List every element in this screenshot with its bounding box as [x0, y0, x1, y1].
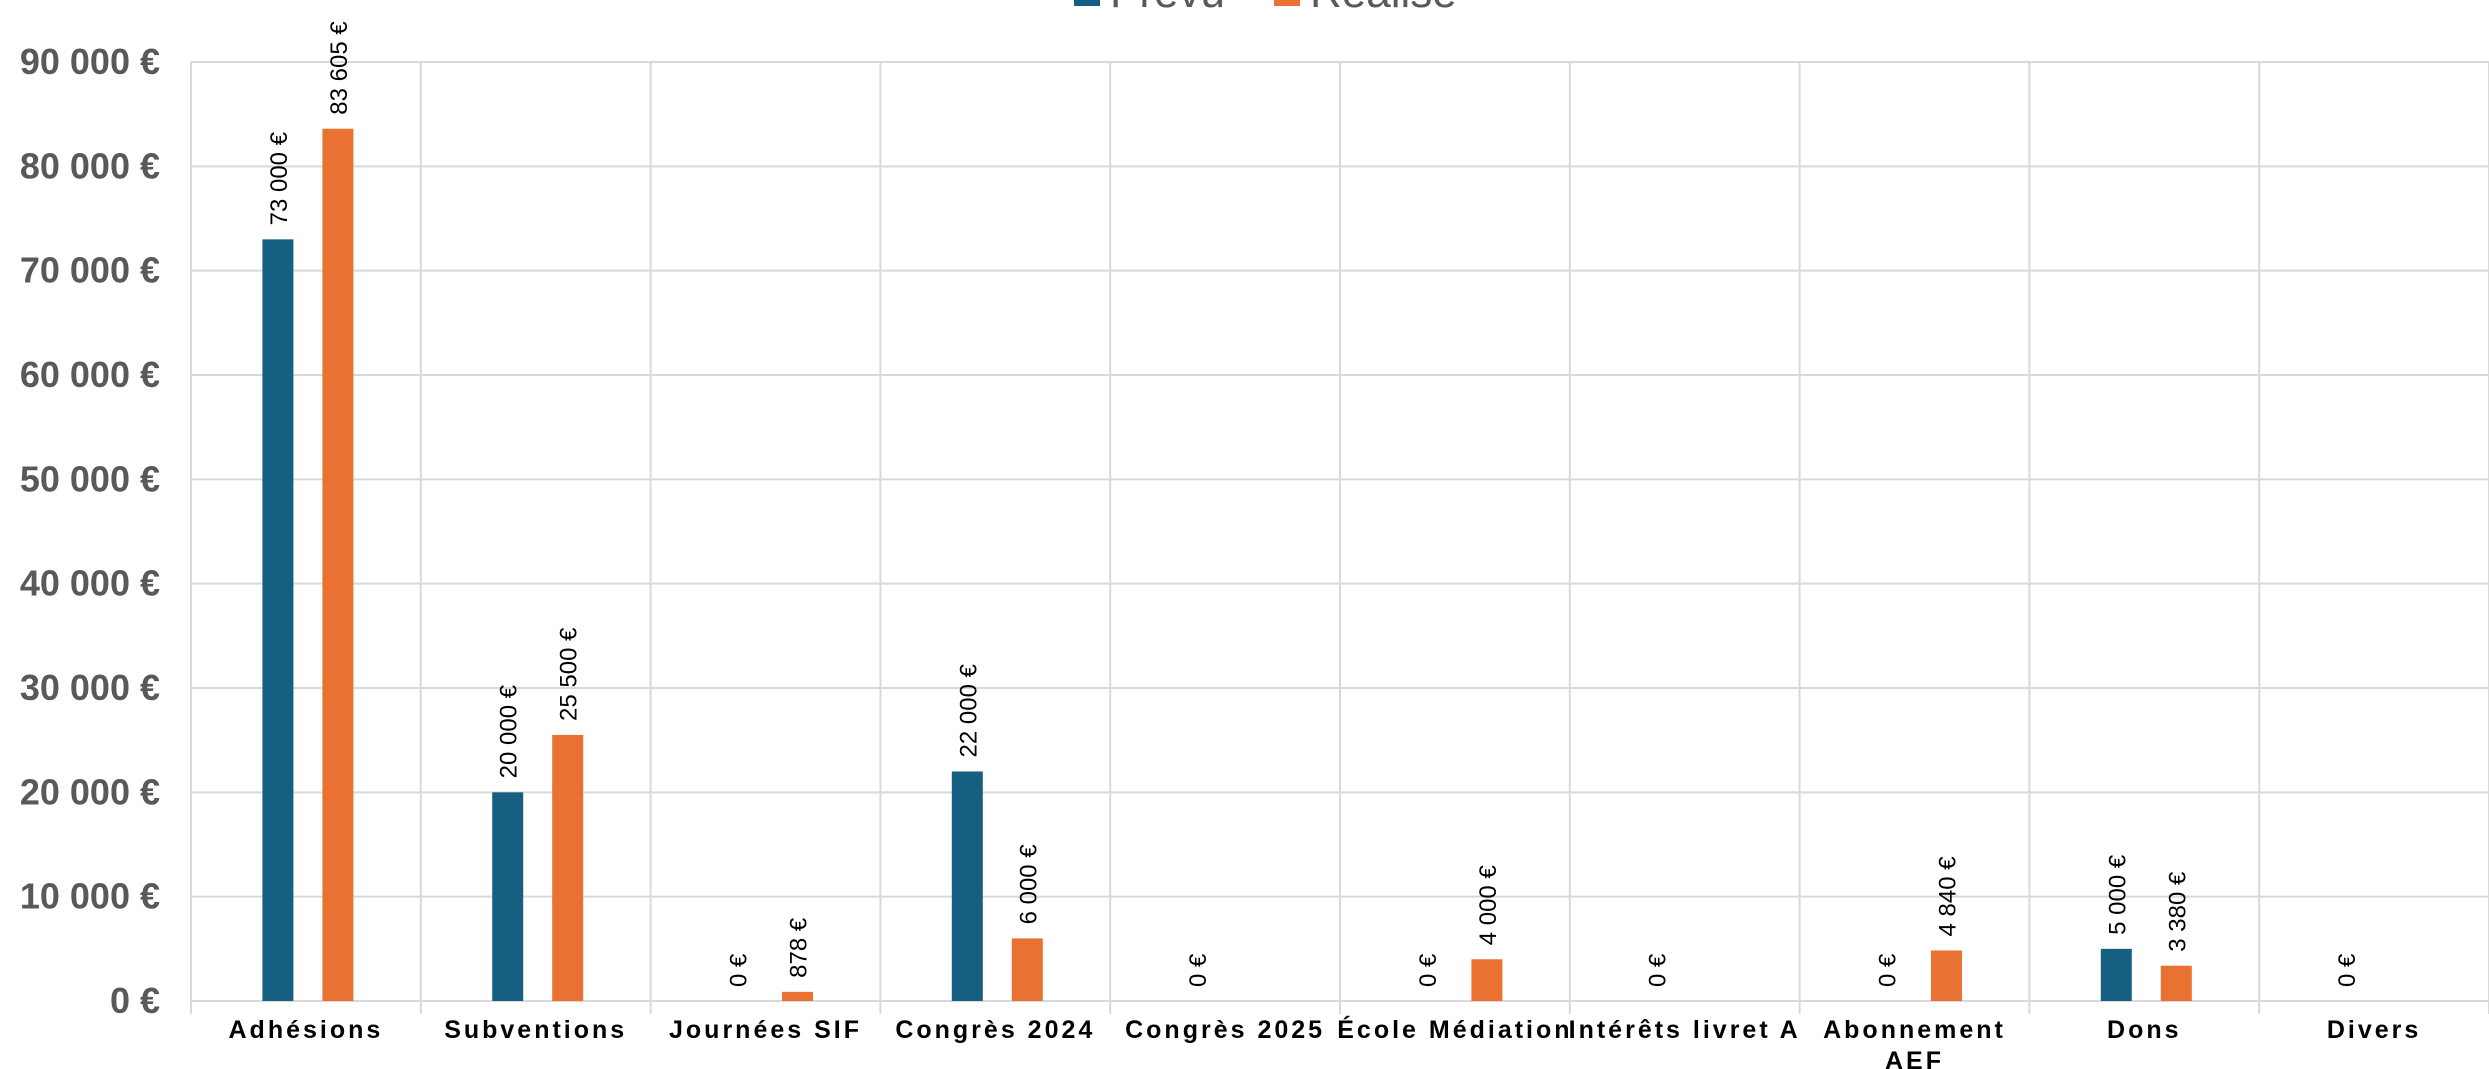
legend: Prévu Réalisé	[1074, 0, 1457, 17]
data-label: 5 000 €	[2104, 854, 2131, 935]
bar	[782, 991, 813, 1001]
data-label: 0 €	[1645, 953, 1672, 987]
data-label: 6 000 €	[1015, 844, 1042, 925]
x-tick-label: Congrès 2025	[1125, 1016, 1325, 1044]
bar	[322, 128, 354, 1001]
bar	[2160, 965, 2192, 1001]
y-axis-ticks: 0 € 10 000 € 20 000 € 30 000 € 40 000 € 50 00…	[20, 41, 160, 1021]
y-tick-label: 20 000 €	[20, 771, 160, 812]
bar	[2100, 948, 2132, 1001]
legend-swatch	[1274, 0, 1300, 6]
x-axis-ticks: Adhésions Subventions Journées SIF Congrès …	[229, 1015, 2421, 1069]
data-label: 0 €	[1415, 953, 1442, 987]
x-tick-label: Congrès 2024	[895, 1016, 1095, 1044]
y-tick-label: 60 000 €	[20, 354, 160, 395]
y-tick-label: 40 000 €	[20, 563, 160, 604]
bar	[552, 734, 584, 1001]
y-tick-label: 50 000 €	[20, 458, 160, 499]
data-label: 0 €	[2334, 953, 2361, 987]
gridlines	[190, 61, 2489, 1014]
data-label: 0 €	[1185, 953, 1212, 987]
data-label: 3 380 €	[2164, 871, 2191, 952]
data-label: 878 €	[786, 917, 813, 978]
x-tick-label: Subventions	[444, 1016, 627, 1044]
x-tick-label: Adhésions	[229, 1016, 384, 1044]
data-label: 20 000 €	[496, 684, 523, 778]
legend-label: Prévu	[1110, 0, 1225, 17]
bar	[1931, 950, 1962, 1001]
y-tick-label: 70 000 €	[20, 250, 160, 291]
bar	[1471, 959, 1503, 1001]
x-tick-label: Journées SIF	[669, 1016, 862, 1044]
legend-label: Réalisé	[1310, 0, 1457, 17]
x-tick-label: Intérêts livret A	[1569, 1016, 1801, 1044]
data-label: 22 000 €	[955, 663, 982, 757]
data-label: 25 500 €	[556, 627, 583, 721]
y-tick-label: 90 000 €	[20, 41, 160, 82]
data-label: 0 €	[726, 953, 753, 987]
data-label: 73 000 €	[266, 131, 293, 225]
bar	[492, 792, 524, 1001]
bar	[1011, 938, 1043, 1001]
data-label: 0 €	[1875, 953, 1902, 987]
x-tick-label: École Médiation	[1337, 1015, 1572, 1044]
legend-swatch	[1074, 0, 1100, 6]
y-tick-label: 0 €	[110, 980, 160, 1021]
x-tick-label: Dons	[2107, 1016, 2182, 1044]
data-label: 4 000 €	[1475, 865, 1502, 946]
bar	[951, 771, 983, 1001]
bars	[262, 128, 2192, 1001]
x-tick-label: Abonnement AEF	[1823, 1016, 2006, 1069]
data-labels: 73 000 € 83 605 € 20 000 € 25 500 € 0 € 878 €…	[266, 21, 2361, 987]
y-tick-label: 80 000 €	[20, 145, 160, 186]
y-tick-label: 10 000 €	[20, 876, 160, 917]
bar	[262, 239, 294, 1001]
x-tick-label: Divers	[2327, 1016, 2421, 1044]
data-label: 4 840 €	[1935, 856, 1962, 937]
y-tick-label: 30 000 €	[20, 667, 160, 708]
data-label: 83 605 €	[326, 21, 353, 115]
